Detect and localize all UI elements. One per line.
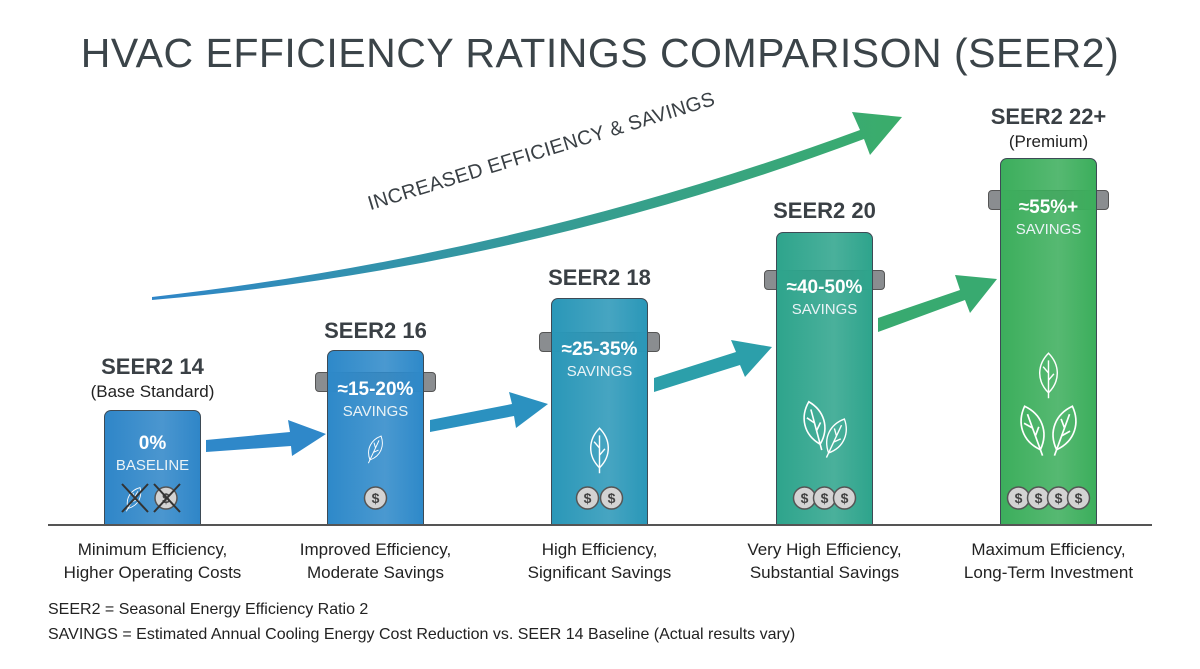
footnote-savings: SAVINGS = Estimated Annual Cooling Energ…	[48, 626, 796, 643]
level-heading: SEER2 16	[266, 318, 486, 344]
level-name: SEER2 20	[773, 198, 876, 223]
savings-label: SAVINGS	[1015, 221, 1082, 238]
svg-text:$: $	[1075, 490, 1083, 506]
page-title: HVAC EFFICIENCY RATINGS COMPARISON (SEER…	[80, 30, 1120, 76]
leaf-icon	[825, 418, 847, 458]
savings-percent: ≈40-50%	[786, 277, 863, 298]
leaf-icon	[1020, 405, 1045, 456]
dollar-coin-icon: $	[1046, 486, 1071, 510]
level-caption: Maximum Efficiency, Long-Term Investment	[929, 538, 1169, 584]
svg-text:$: $	[1015, 490, 1023, 506]
step-arrow-4	[878, 275, 997, 332]
efficiency-bar: $ $ $ ≈40-50% SAVINGS	[776, 232, 873, 525]
caption-line-1: Minimum Efficiency,	[77, 540, 228, 559]
dollar-coin-icon: $	[575, 486, 600, 510]
dollar-coin-icon: $	[792, 486, 817, 510]
footnote-seer2: SEER2 = Seasonal Energy Efficiency Ratio…	[48, 601, 369, 618]
leaf-icon	[1039, 352, 1058, 399]
dollar-coin-icon: $	[812, 486, 837, 510]
caption-line-2: Higher Operating Costs	[63, 563, 242, 582]
caption-line-1: High Efficiency,	[541, 540, 658, 559]
step-arrow-3	[654, 340, 772, 392]
svg-text:$: $	[372, 490, 380, 506]
baseline-axis	[48, 524, 1152, 526]
level-subtitle: (Premium)	[1008, 132, 1089, 151]
bar-icons: $ $	[575, 427, 624, 510]
level-heading: SEER2 20	[715, 198, 935, 224]
leaf-icon	[1052, 405, 1077, 456]
bar-icons: $	[363, 435, 388, 510]
svg-text:$: $	[801, 490, 809, 506]
savings-percent: ≈25-35%	[561, 339, 638, 360]
level-heading: SEER2 18	[490, 265, 710, 291]
savings-label: SAVINGS	[342, 403, 409, 420]
leaf-icon	[803, 400, 826, 451]
level-subtitle: (Base Standard)	[90, 382, 215, 401]
efficiency-bar: $ $ ≈25-35% SAVINGS	[551, 298, 648, 525]
efficiency-bar: $0% BASELINE	[104, 410, 201, 525]
svg-text:$: $	[584, 490, 592, 506]
savings-label: BASELINE	[115, 457, 190, 474]
efficiency-bar: $ ≈15-20% SAVINGS	[327, 350, 424, 525]
svg-text:$: $	[821, 490, 829, 506]
bar-icons: $ $ $	[792, 400, 857, 510]
step-arrow-1	[206, 420, 326, 456]
savings-percent: ≈15-20%	[337, 379, 414, 400]
svg-text:$: $	[841, 490, 849, 506]
svg-text:$: $	[1035, 490, 1043, 506]
savings-label: SAVINGS	[791, 301, 858, 318]
level-name: SEER2 22+	[990, 104, 1107, 129]
dollar-coin-icon: $	[1066, 486, 1091, 510]
svg-text:$: $	[1055, 490, 1063, 506]
dollar-coin-icon: $	[832, 486, 857, 510]
dollar-coin-icon: $	[599, 486, 624, 510]
caption-line-1: Improved Efficiency,	[299, 540, 452, 559]
level-caption: High Efficiency, Significant Savings	[480, 538, 720, 584]
caption-line-2: Significant Savings	[527, 563, 672, 582]
dollar-coin-icon: $	[1026, 486, 1051, 510]
savings-percent: 0%	[138, 433, 167, 454]
level-heading: SEER2 14 (Base Standard)	[43, 354, 263, 402]
efficiency-bar: $ $ $ $ ≈55%+ SAVINGS	[1000, 158, 1097, 525]
dollar-coin-icon: $	[1006, 486, 1031, 510]
bar-icons: $	[121, 483, 181, 513]
savings-percent: ≈55%+	[1018, 197, 1079, 218]
svg-text:$: $	[608, 490, 616, 506]
level-name: SEER2 14	[101, 354, 204, 379]
level-caption: Very High Efficiency, Substantial Savings	[705, 538, 945, 584]
caption-line-2: Substantial Savings	[749, 563, 900, 582]
level-caption: Minimum Efficiency, Higher Operating Cost…	[33, 538, 273, 584]
leaf-icon	[590, 427, 609, 474]
level-name: SEER2 16	[324, 318, 427, 343]
caption-line-2: Moderate Savings	[306, 563, 445, 582]
level-name: SEER2 18	[548, 265, 651, 290]
cross-icon	[121, 483, 181, 513]
step-arrows	[206, 275, 997, 456]
step-arrow-2	[430, 392, 548, 432]
level-caption: Improved Efficiency, Moderate Savings	[256, 538, 496, 584]
dollar-coin-icon: $	[363, 486, 388, 510]
caption-line-2: Long-Term Investment	[963, 563, 1134, 582]
caption-line-1: Maximum Efficiency,	[971, 540, 1126, 559]
level-heading: SEER2 22+ (Premium)	[939, 104, 1159, 152]
leaf-icon	[367, 435, 383, 464]
bar-icons: $ $ $ $	[1006, 352, 1091, 510]
savings-label: SAVINGS	[566, 363, 633, 380]
caption-line-1: Very High Efficiency,	[747, 540, 902, 559]
